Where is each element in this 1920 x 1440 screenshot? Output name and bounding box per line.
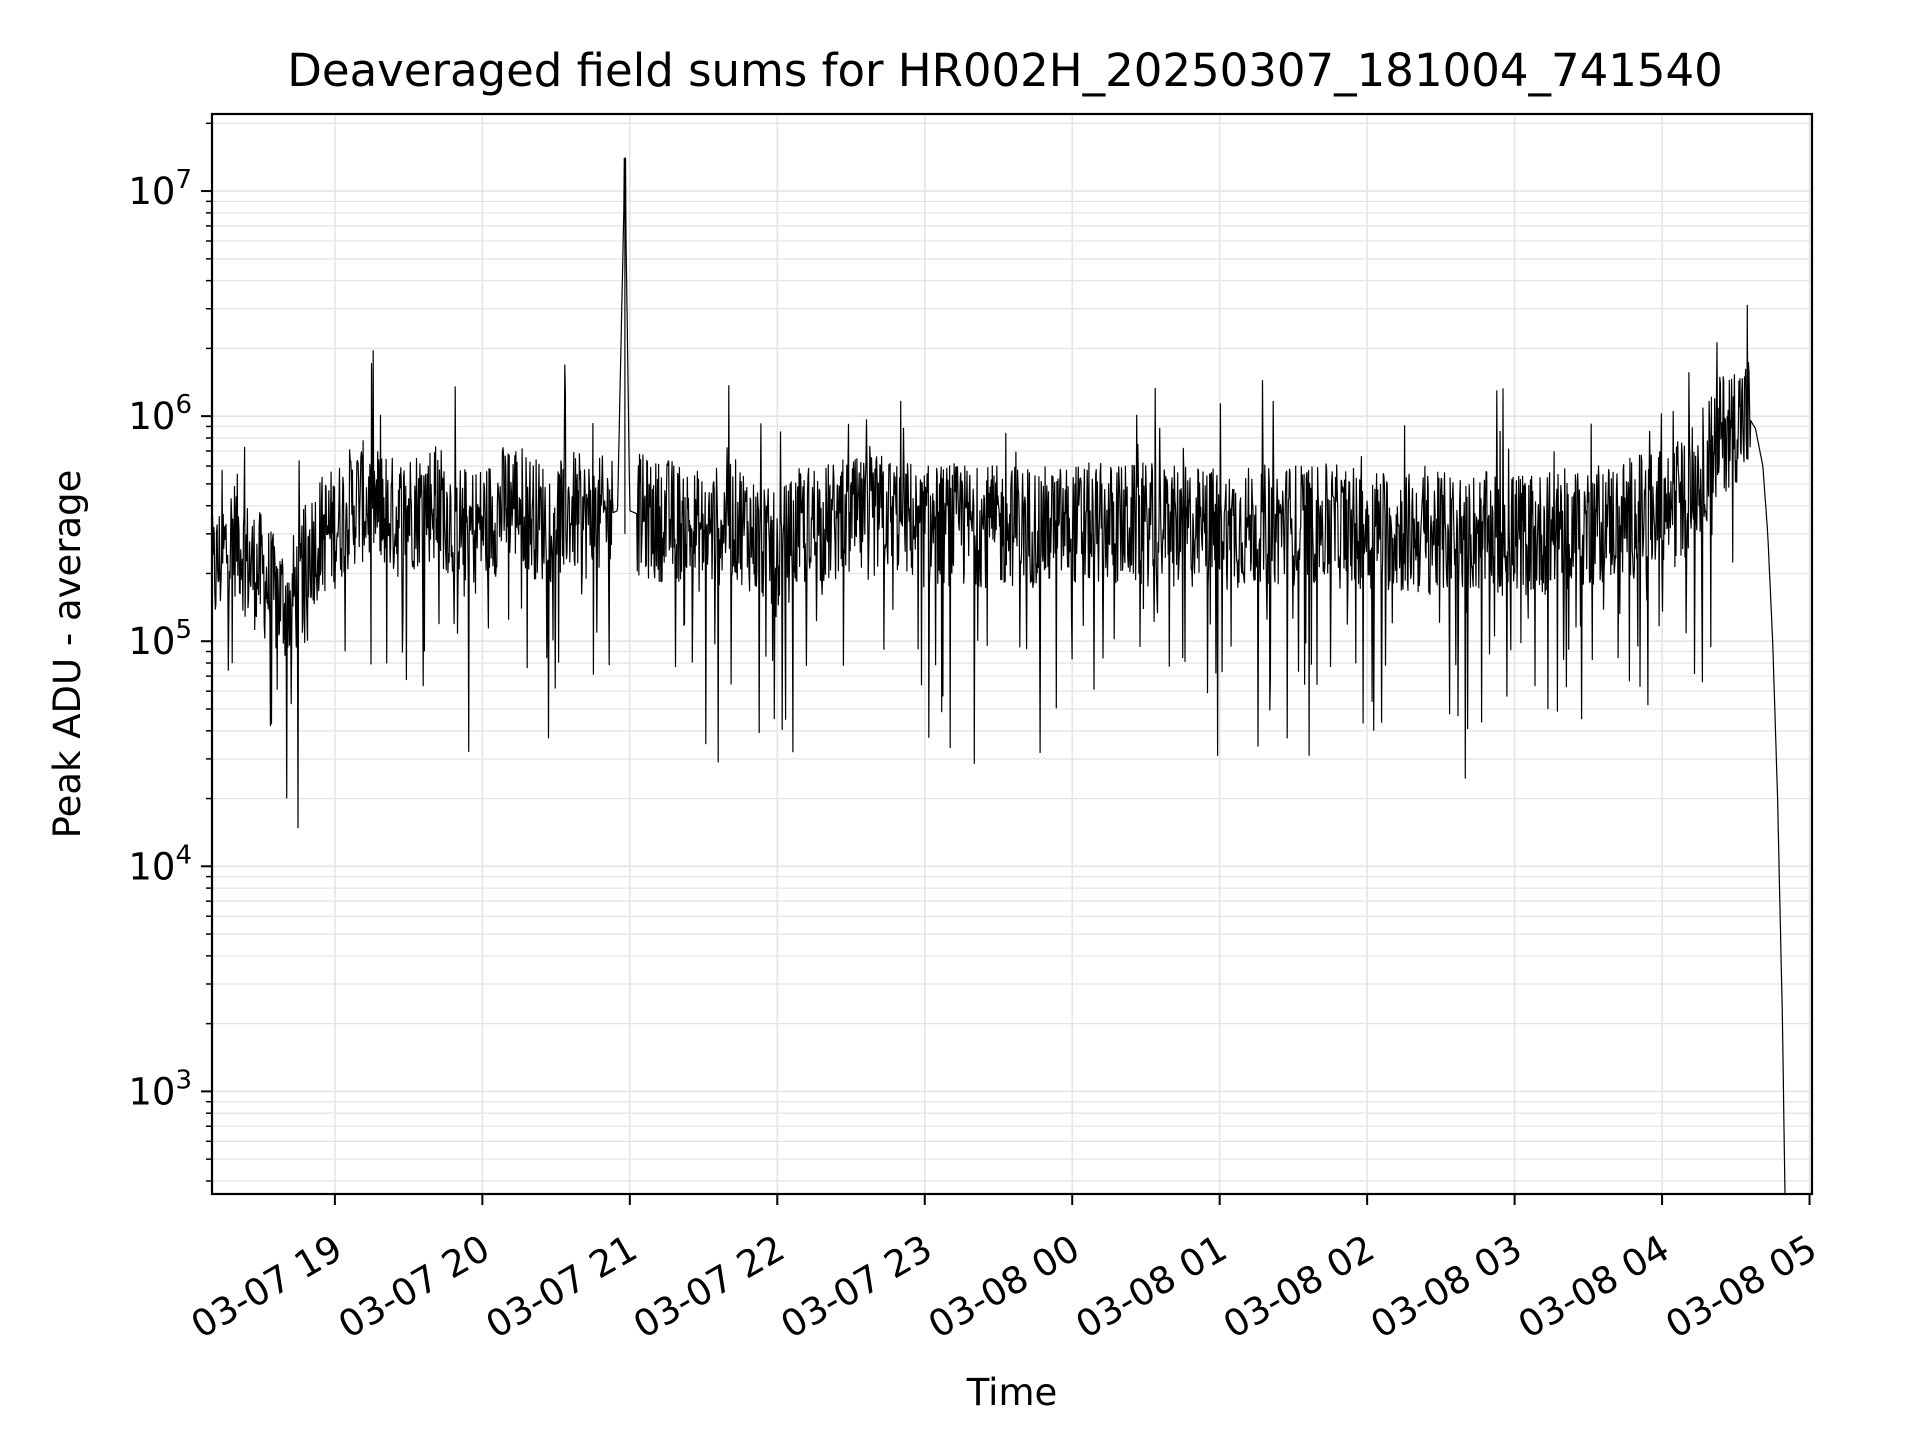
plot-frame	[210, 112, 1814, 1196]
series-line	[211, 157, 1786, 1195]
chart-title: Deaveraged field sums for HR002H_2025030…	[287, 44, 1723, 97]
y-tick-label: 103	[128, 1065, 192, 1113]
y-axis-label: Peak ADU - average	[46, 470, 89, 839]
series-layer	[211, 157, 1786, 1195]
y-tick-label: 106	[128, 390, 192, 438]
y-tick-label: 107	[128, 165, 192, 213]
y-tick-label: 104	[128, 840, 192, 888]
x-axis-label: Time	[966, 1371, 1058, 1414]
y-axis-ticks: 103 104 105 106 107	[128, 122, 212, 1182]
grid-lines	[212, 114, 1812, 1194]
y-tick-label: 105	[128, 615, 192, 663]
